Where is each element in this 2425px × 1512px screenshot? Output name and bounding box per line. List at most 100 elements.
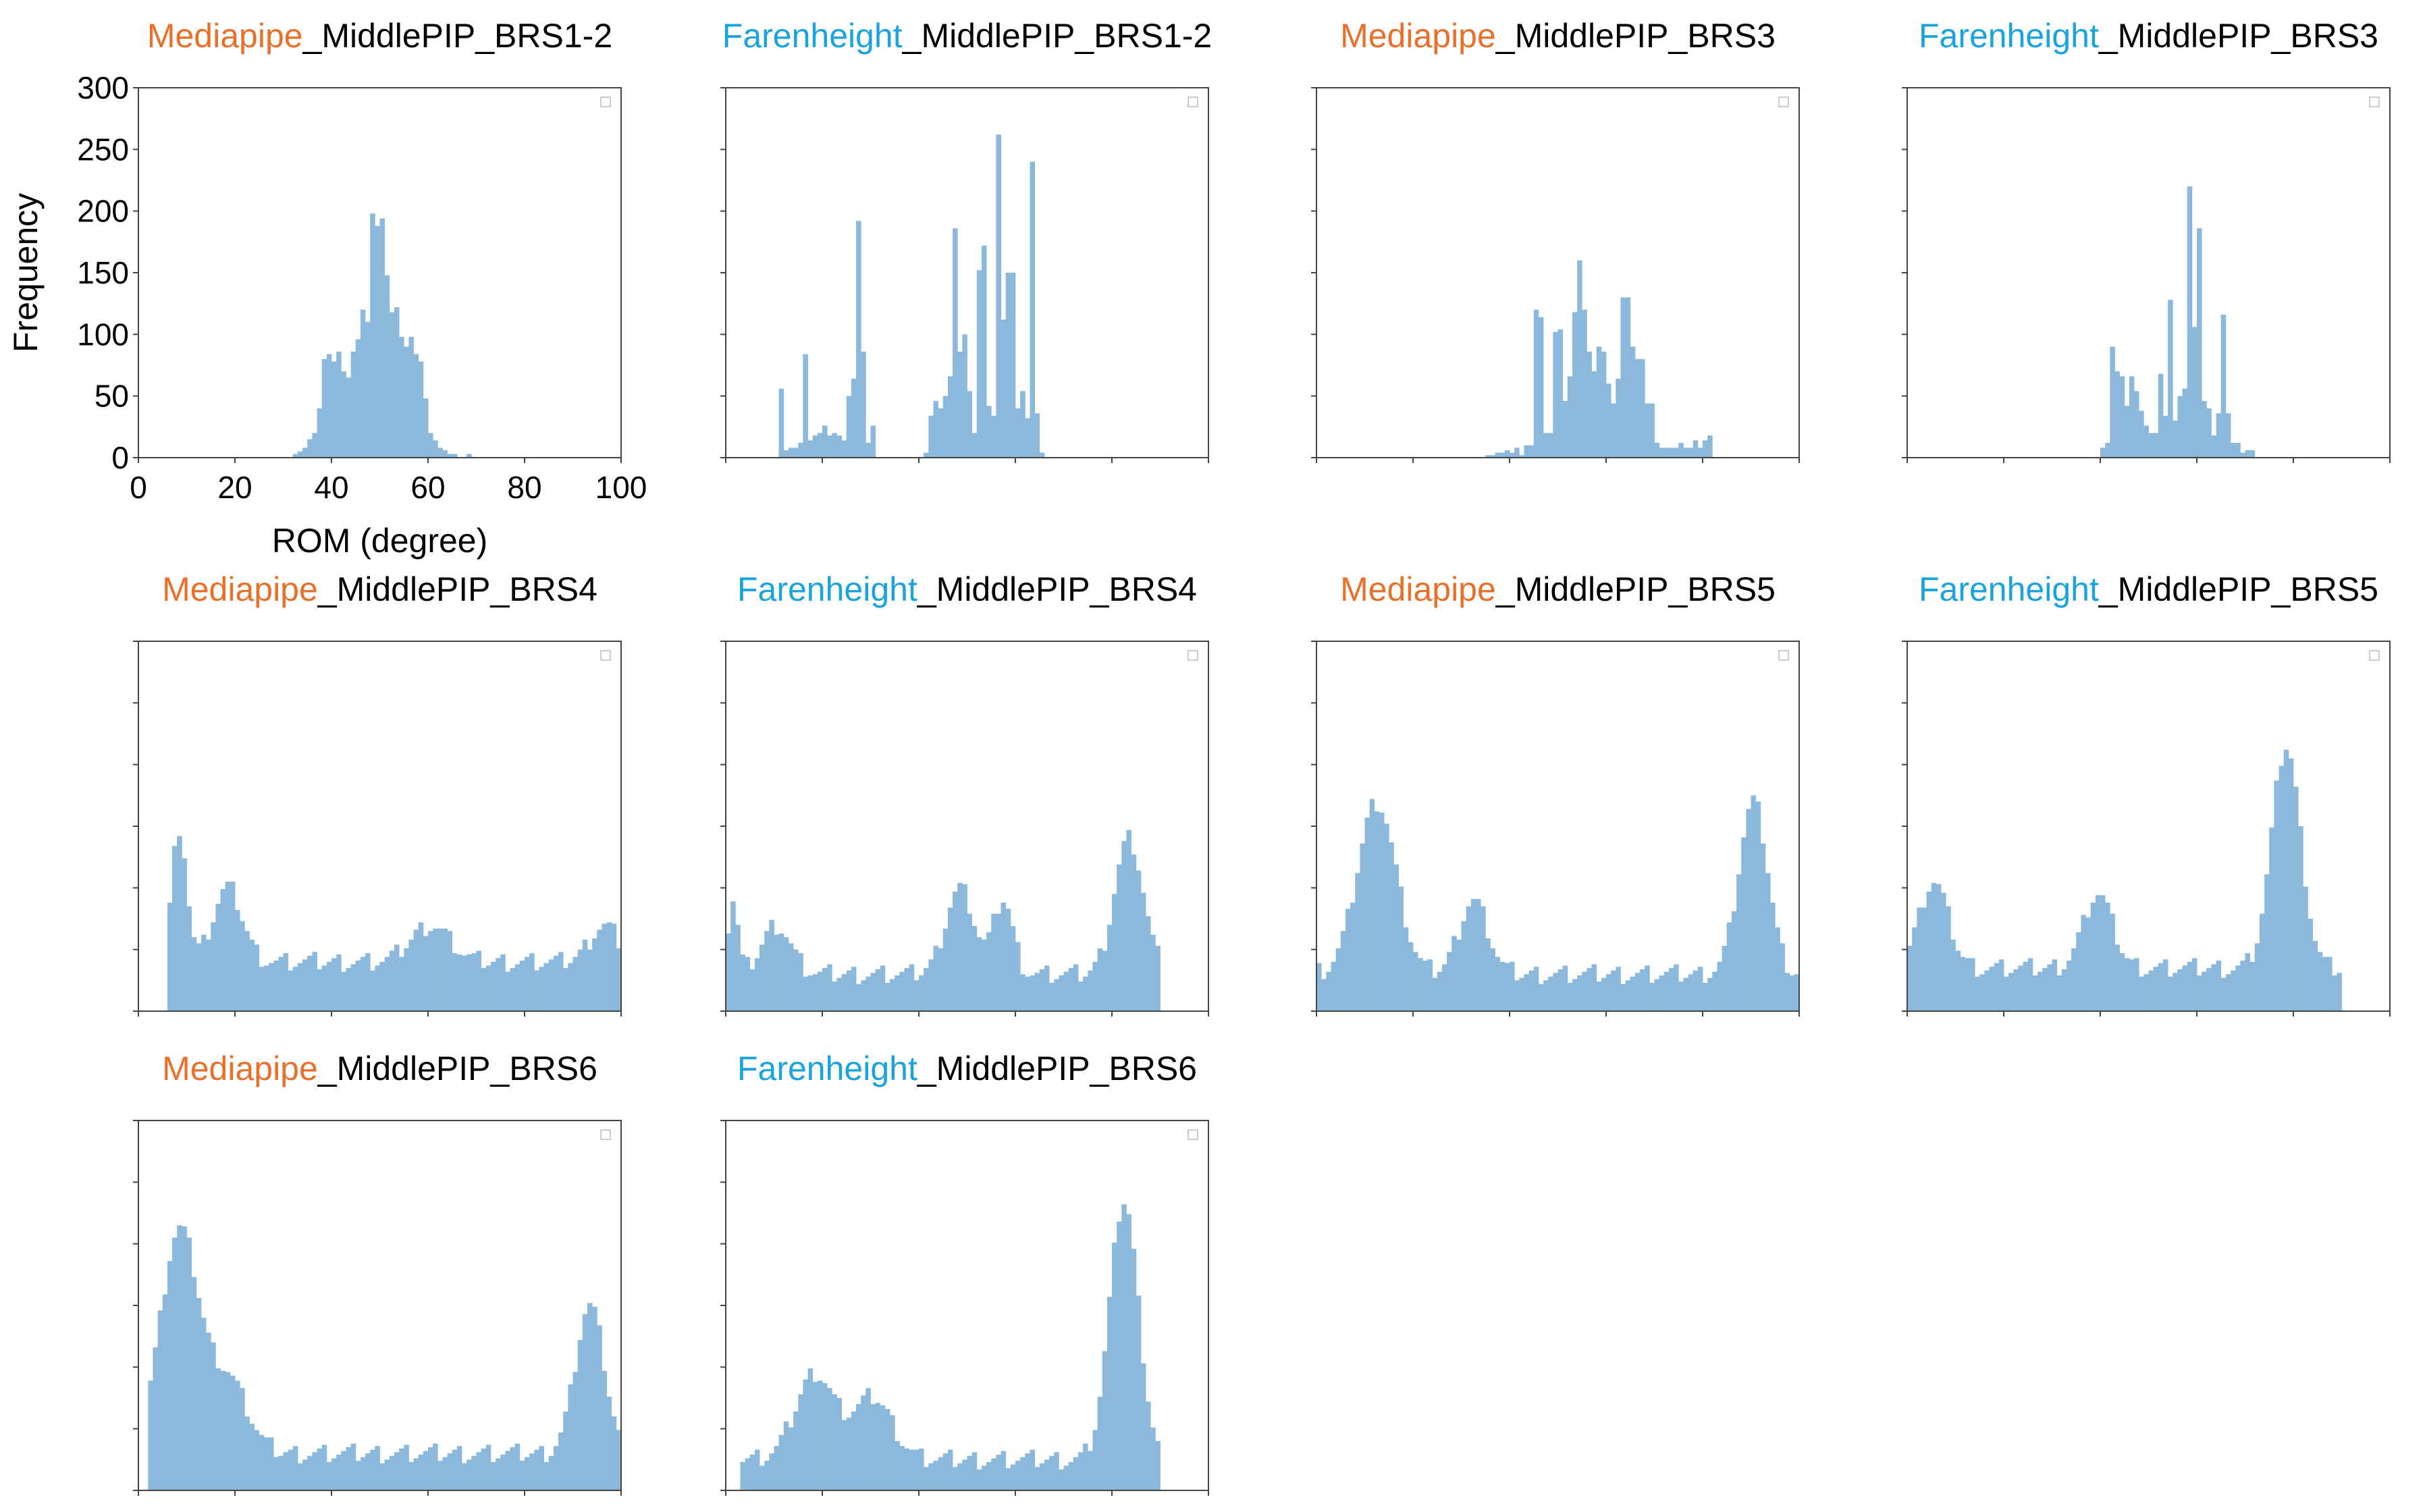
- histogram-bar: [2129, 959, 2135, 1011]
- histogram-bar: [783, 937, 789, 1011]
- y-tick-label: 100: [77, 317, 129, 352]
- histogram-bar: [1577, 260, 1582, 458]
- histogram-bar: [433, 1443, 438, 1490]
- histogram-bar: [225, 1372, 231, 1490]
- histogram-bar: [404, 948, 409, 1011]
- histogram-bar: [749, 969, 755, 1011]
- histogram-bar: [1755, 801, 1761, 1011]
- x-tick-label: 80: [507, 470, 541, 505]
- histogram-bar: [490, 1461, 496, 1490]
- histogram-bar: [1634, 358, 1641, 458]
- histogram-bar: [186, 1237, 192, 1490]
- histogram-bar: [1634, 973, 1641, 1011]
- histogram-bar: [2308, 919, 2313, 1011]
- histogram-bar: [778, 933, 784, 1011]
- histogram-bar: [379, 218, 385, 458]
- histogram-bar: [249, 940, 255, 1011]
- histogram-bar: [924, 968, 929, 1011]
- histogram-bar: [1034, 413, 1040, 458]
- histogram-bar: [442, 928, 448, 1011]
- histogram-bar: [870, 425, 876, 458]
- panel-title-rest: _MiddlePIP_BRS3: [2098, 17, 2378, 55]
- histogram-bar: [1649, 403, 1655, 458]
- histogram-bar: [1126, 1214, 1131, 1490]
- histogram-bar: [1005, 909, 1011, 1011]
- histogram-bar: [957, 883, 963, 1011]
- histogram-bar: [812, 1382, 818, 1490]
- histogram-bar: [587, 949, 593, 1011]
- histogram-bar: [394, 1452, 400, 1490]
- histogram-bar: [428, 1447, 433, 1490]
- histogram-bar: [865, 443, 871, 458]
- histogram-bar: [1591, 964, 1597, 1011]
- histogram-bar: [981, 245, 987, 458]
- histogram-bar: [244, 1416, 250, 1490]
- histogram-bar: [2105, 443, 2110, 458]
- histogram-bar: [2124, 406, 2130, 458]
- histogram-bar: [1746, 809, 1751, 1011]
- histogram-bar: [331, 1458, 337, 1490]
- histogram-bar: [1562, 965, 1568, 1011]
- histogram-bar: [832, 433, 837, 458]
- histogram-bar: [2187, 961, 2193, 1011]
- histogram-bar: [1663, 448, 1670, 458]
- histogram-bar: [774, 1446, 780, 1490]
- histogram-bar: [1917, 907, 1922, 1011]
- histogram-bar: [505, 1451, 510, 1490]
- histogram-bar: [1427, 959, 1433, 1011]
- histogram-bar: [942, 1453, 949, 1490]
- histogram-panel-9: Mediapipe_MiddlePIP_BRS6: [133, 1050, 622, 1496]
- histogram-bar: [1112, 1242, 1117, 1490]
- histogram-bar: [2013, 969, 2019, 1011]
- histogram-bar: [355, 339, 361, 458]
- histogram-bar: [1794, 974, 1800, 1011]
- histogram-bar: [408, 940, 414, 1011]
- histogram-bar: [283, 1452, 289, 1490]
- histogram-bar: [1606, 974, 1611, 1011]
- histogram-bar: [2337, 973, 2342, 1011]
- histogram-bar: [1703, 982, 1708, 1011]
- histogram-bar: [1408, 942, 1414, 1011]
- histogram-bar: [1112, 894, 1117, 1011]
- histogram-bar: [1543, 980, 1549, 1011]
- histogram-bar: [1557, 969, 1564, 1011]
- x-tick-label: 60: [410, 470, 445, 505]
- histogram-bar: [1485, 938, 1491, 1011]
- histogram-bar: [215, 904, 221, 1011]
- histogram-bar: [157, 1310, 163, 1490]
- histogram-bar: [616, 1430, 622, 1490]
- histogram-bar: [326, 1461, 332, 1490]
- histogram-bar: [269, 963, 274, 1011]
- histogram-bar: [793, 1411, 799, 1490]
- histogram-bar: [769, 919, 774, 1011]
- histogram-bar: [1345, 909, 1351, 1011]
- histogram-bar: [1437, 971, 1443, 1011]
- histogram-bar: [346, 377, 351, 458]
- histogram-bar: [452, 1449, 458, 1490]
- histogram-bar: [1073, 1457, 1079, 1490]
- histogram-bar: [996, 1455, 1001, 1490]
- histogram-bar: [1485, 455, 1491, 458]
- histogram-bar: [259, 967, 265, 1011]
- panel-title: Mediapipe_MiddlePIP_BRS5: [1340, 570, 1776, 608]
- histogram-bar: [1678, 981, 1684, 1011]
- histogram-bar: [798, 443, 803, 458]
- y-tick-label: 250: [77, 132, 129, 167]
- histogram-bar: [428, 931, 433, 1011]
- histogram-bar: [1616, 967, 1621, 1011]
- histogram-bar: [1490, 948, 1495, 1011]
- legend-box: [600, 650, 611, 661]
- histogram-bar: [1674, 448, 1679, 458]
- histogram-bar: [1912, 927, 1917, 1011]
- histogram-bar: [2095, 895, 2101, 1011]
- histogram-bar: [167, 902, 173, 1011]
- histogram-bar: [2269, 827, 2274, 1011]
- histogram-bar: [365, 953, 371, 1011]
- histogram-bar: [865, 1388, 871, 1490]
- histogram-bar: [2153, 433, 2159, 458]
- histogram-bar: [967, 913, 973, 1011]
- histogram-bar: [1140, 1363, 1146, 1490]
- histogram-bar: [167, 1261, 173, 1490]
- histogram-bar: [2259, 913, 2265, 1011]
- histogram-bar: [321, 358, 327, 458]
